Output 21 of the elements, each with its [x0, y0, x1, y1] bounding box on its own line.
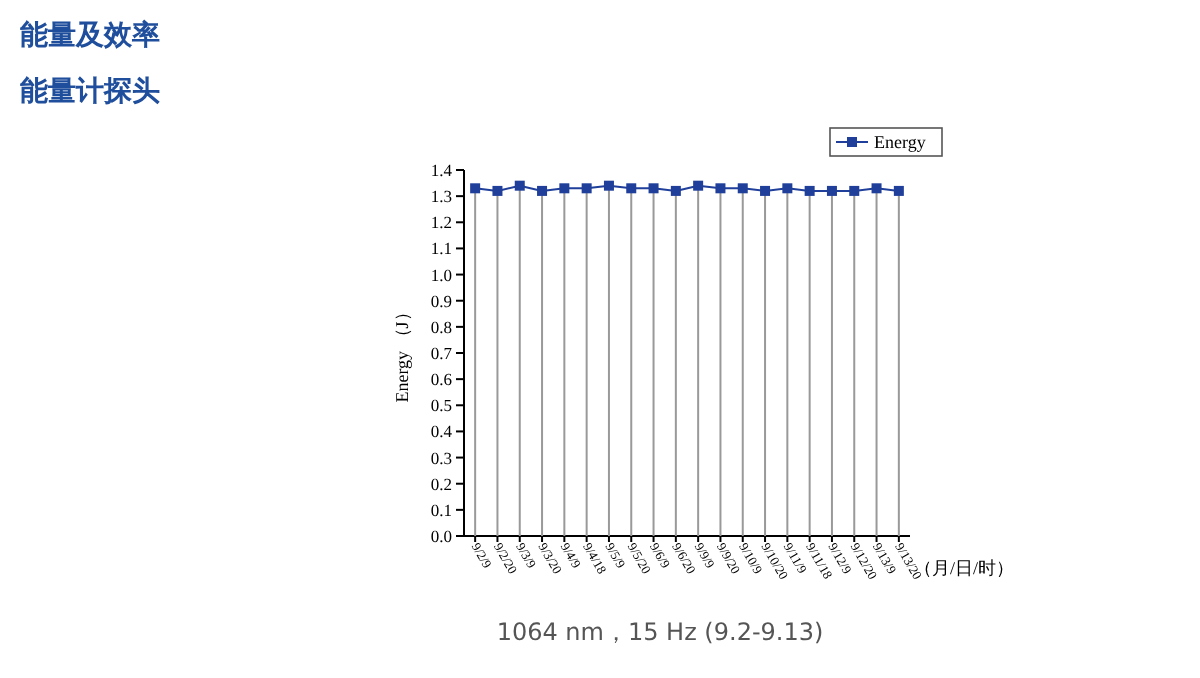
- y-axis-title: Energy （J）: [392, 303, 412, 403]
- y-tick-label: 0.3: [430, 447, 452, 468]
- text: 能量及效率: [20, 18, 160, 52]
- y-tick-label: 0.4: [430, 421, 454, 442]
- y-tick-label: 0.1: [430, 499, 452, 520]
- y-tick-label: 1.4: [430, 160, 454, 180]
- y-tick-label: 0.2: [430, 473, 452, 494]
- y-tick-label: 1.3: [430, 186, 452, 207]
- y-tick-label: 1.0: [430, 264, 452, 285]
- y-tick-label: 0.0: [430, 526, 452, 546]
- y-tick-label: 1.2: [430, 212, 452, 233]
- y-tick-label: 0.7: [430, 343, 452, 363]
- text: 1064 nm，15 Hz (9.2-9.13): [496, 618, 824, 646]
- legend-label: Energy: [874, 132, 927, 152]
- y-tick-label: 1.1: [430, 238, 452, 259]
- legend: Energy: [829, 127, 943, 157]
- y-tick-label: 0.6: [430, 369, 452, 390]
- y-tick-label: 0.8: [430, 316, 452, 337]
- text: 能量计探头: [20, 76, 160, 108]
- y-tick-label: 0.9: [430, 290, 452, 311]
- y-tick-label: 0.5: [430, 395, 452, 416]
